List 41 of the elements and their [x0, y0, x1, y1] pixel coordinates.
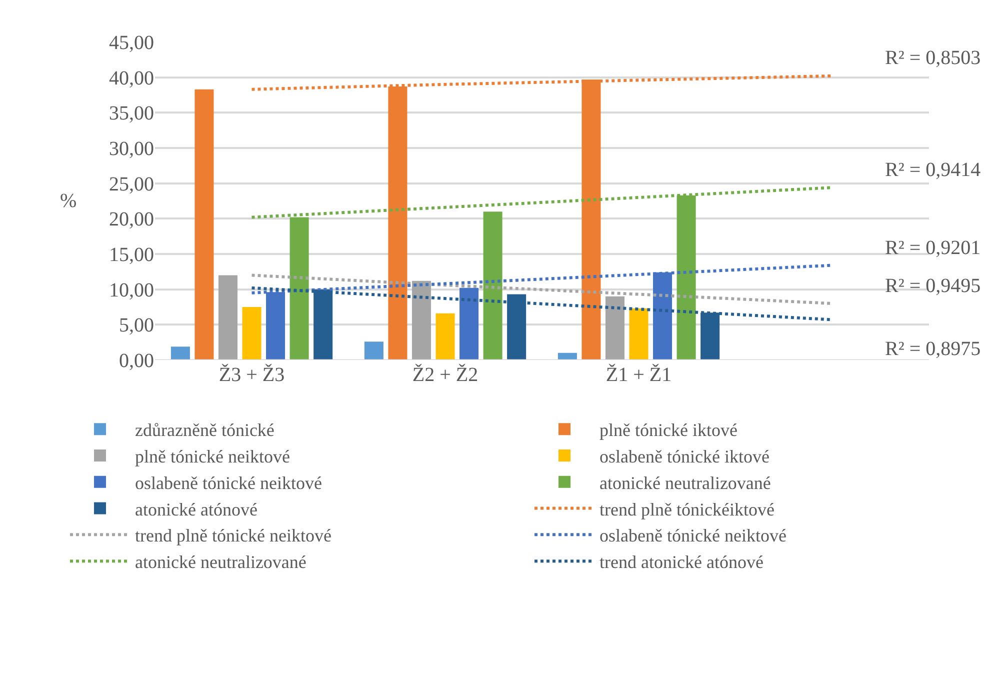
- bar: [194, 89, 214, 360]
- legend-label: trend plně tónické neiktové: [135, 526, 332, 546]
- y-axis-title: %: [60, 190, 77, 212]
- bar: [218, 275, 238, 360]
- legend-label: trend atonické atónové: [600, 552, 764, 572]
- x-tick-label: Ž2 + Ž2: [412, 363, 478, 386]
- x-tick-label: Ž3 + Ž3: [218, 363, 285, 386]
- legend-label: zdůrazněně tónické: [135, 420, 274, 440]
- bar: [170, 346, 190, 360]
- bar: [558, 352, 577, 360]
- legend-label: plně tónické iktové: [600, 420, 738, 440]
- bar: [364, 342, 384, 360]
- y-tick-label: 40,00: [109, 67, 154, 90]
- y-tick-label: 35,00: [109, 102, 154, 125]
- bar: [483, 212, 502, 360]
- y-tick-label: 20,00: [109, 208, 154, 231]
- x-tick-label: Ž1 + Ž1: [606, 363, 672, 386]
- y-tick-label: 45,00: [109, 32, 154, 54]
- bar: [629, 308, 648, 360]
- y-tick-label: 10,00: [109, 279, 154, 302]
- y-tick-label: 5,00: [119, 314, 154, 337]
- annotation: R² = 0,9414: [885, 159, 981, 181]
- y-tick-label: 25,00: [109, 173, 154, 196]
- legend-label: atonické neutralizované: [600, 472, 771, 493]
- bar: [242, 307, 262, 360]
- legend-label: atonické atónové: [135, 499, 258, 520]
- legend-label: plně tónické neiktové: [135, 446, 290, 466]
- legend-label: oslabeně tónické neiktové: [600, 526, 786, 546]
- legend-label: oslabeně tónické neiktové: [135, 472, 322, 493]
- annotation: R² = 0,9201: [885, 237, 981, 259]
- y-tick-label: 0,00: [119, 350, 154, 372]
- y-tick-label: 15,00: [109, 244, 154, 266]
- annotation: R² = 0,8503: [885, 47, 981, 69]
- annotation: R² = 0,9495: [885, 275, 981, 297]
- annotation: R² = 0,8975: [885, 338, 981, 360]
- legend-label: atonické neutralizované: [135, 552, 306, 572]
- bar: [460, 288, 479, 360]
- y-tick-label: 30,00: [109, 138, 154, 160]
- legend-label: trend plně tónickéiktové: [600, 499, 774, 520]
- legend-label: oslabeně tónické iktové: [600, 446, 770, 466]
- bar: [436, 313, 455, 360]
